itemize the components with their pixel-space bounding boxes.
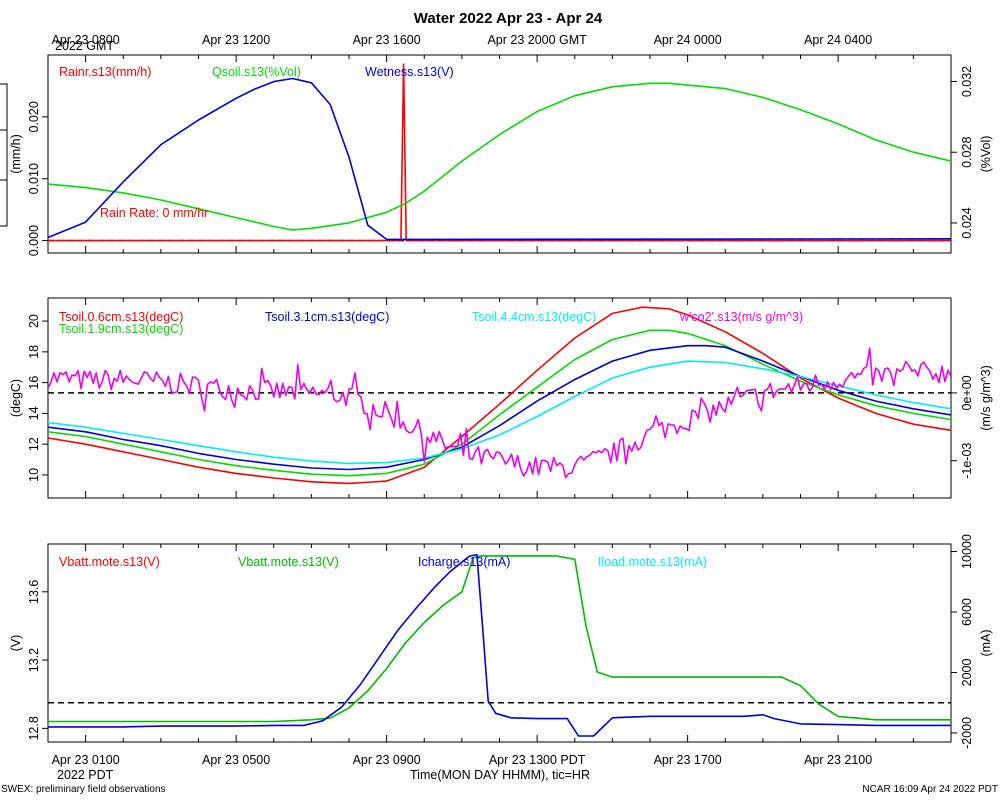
y-right-tick-label: -2000 — [960, 717, 974, 749]
y-left-tick-label: 10 — [27, 468, 41, 482]
y-right-tick-label: 0.024 — [960, 207, 974, 238]
legend-label: Wetness.s13(V) — [365, 65, 454, 79]
panel-power: 12.8 13.2 13.6 -2000 2000 6000 10000 (V) (mA) Vba… — [9, 534, 993, 749]
legend-label: Vbatt.mote.s13(V) — [59, 555, 160, 569]
y-left-tick-label: 13.2 — [27, 648, 41, 672]
top-year-label: 2022 GMT — [55, 39, 114, 53]
footer-left: SWEX: preliminary field observations — [1, 784, 166, 795]
top-tick-label: Apr 23 0800 — [52, 33, 120, 47]
legend-label: Tsoil.3.1cm.s13(degC) — [265, 310, 389, 324]
y-right-axis-label: (%Vol) — [979, 136, 993, 173]
series-line — [48, 360, 951, 465]
legend-label: Qsoil.s13(%Vol) — [212, 65, 301, 79]
top-tick-label: Apr 24 0400 — [804, 33, 872, 47]
y-right-tick-label: 0e+00 — [960, 375, 974, 410]
y-left-tick-label: 13.6 — [27, 580, 41, 604]
bottom-tick-label: Apr 23 0900 — [353, 753, 421, 767]
y-left-tick-label: 20 — [27, 314, 41, 328]
top-tick-label: Apr 24 0000 — [654, 33, 722, 47]
series-line — [48, 555, 951, 723]
y-right-tick-label: -1e-03 — [960, 443, 974, 479]
panel-water: 0.000 0.010 0.020 0.024 0.028 0.032 (mm/h) (%Vo… — [9, 54, 993, 256]
bottom-tick-label: Apr 23 1300 PDT — [489, 753, 586, 767]
y-left-tick-label: 0.000 — [27, 225, 41, 256]
y-left-tick-label: 14 — [27, 406, 41, 420]
y-right-tick-label: 10000 — [960, 534, 974, 569]
y-left-tick-label: 0.020 — [27, 101, 41, 132]
legend-label: Vbatt.mote.s13(V) — [238, 555, 339, 569]
legend-label: Iload.mote.s13(mA) — [598, 555, 707, 569]
y-right-tick-label: 6000 — [960, 598, 974, 626]
y-left-tick-label: 12 — [27, 437, 41, 451]
legend-label: Icharge.s13(mA) — [418, 555, 510, 569]
y-left-axis-label: (mm/h) — [9, 134, 23, 174]
y-left-axis-label: (V) — [9, 635, 23, 652]
annotation-label: Rain Rate: 0 mm/hr — [100, 206, 208, 220]
y-left-tick-label: 18 — [27, 345, 41, 359]
y-left-axis-label: (degC) — [9, 379, 23, 417]
y-right-axis-label: (mA) — [979, 629, 993, 656]
series-line — [48, 553, 951, 737]
series-line — [48, 347, 951, 479]
y-right-axis-label: (m/s g/m^3) — [979, 365, 993, 431]
series-line — [48, 82, 951, 231]
series-line — [48, 329, 951, 477]
bottom-tick-label: Apr 23 2100 — [804, 753, 872, 767]
bottom-time-axis: Apr 23 0100 Apr 23 0500 Apr 23 0900 Apr 23 … — [52, 753, 873, 767]
legend-label: Tsoil.4.4cm.s13(degC) — [472, 310, 596, 324]
x-axis-label: Time(MON DAY HHMM), tic=HR — [410, 768, 590, 782]
panel-soil-temperature: 10 12 14 16 18 20 -1e-03 0e+00 (degC) (m/s g/m^3)… — [9, 297, 993, 499]
series-line — [48, 77, 951, 241]
y-left-tick-label: 12.8 — [27, 716, 41, 740]
series-line — [48, 344, 951, 471]
legend-label: Rainr.s13(mm/h) — [59, 65, 151, 79]
plot-frame — [47, 54, 952, 254]
bottom-year-label: 2022 PDT — [57, 768, 114, 782]
top-time-axis: Apr 23 0800 Apr 23 1200 Apr 23 1600 Apr 23 … — [52, 33, 873, 47]
bottom-tick-label: Apr 23 0100 — [52, 753, 120, 767]
series-line — [48, 63, 951, 242]
bottom-tick-label: Apr 23 0500 — [202, 753, 270, 767]
y-left-tick-label: 16 — [27, 376, 41, 390]
top-tick-label: Apr 23 1200 — [202, 33, 270, 47]
figure-title: Water 2022 Apr 23 - Apr 24 — [414, 10, 603, 27]
legend-label: w'co2'.s13(m/s g/m^3) — [679, 310, 803, 324]
plot-frame — [47, 297, 952, 499]
legend-label: Tsoil.1.9cm.s13(degC) — [59, 322, 183, 336]
top-tick-label: Apr 23 1600 — [353, 33, 421, 47]
y-right-tick-label: 0.032 — [960, 66, 974, 97]
legend-label: Tsoil.0.6cm.s13(degC) — [59, 310, 183, 324]
y-left-tick-label: 0.010 — [27, 163, 41, 194]
y-right-tick-label: 2000 — [960, 659, 974, 687]
footer-right: NCAR 16:09 Apr 24 2022 PDT — [862, 784, 998, 795]
plot-frame — [47, 543, 952, 743]
y-right-tick-label: 0.028 — [960, 137, 974, 168]
top-tick-label: Apr 23 2000 GMT — [487, 33, 587, 47]
bottom-tick-label: Apr 23 1700 — [654, 753, 722, 767]
legend-box-edge — [0, 83, 8, 227]
